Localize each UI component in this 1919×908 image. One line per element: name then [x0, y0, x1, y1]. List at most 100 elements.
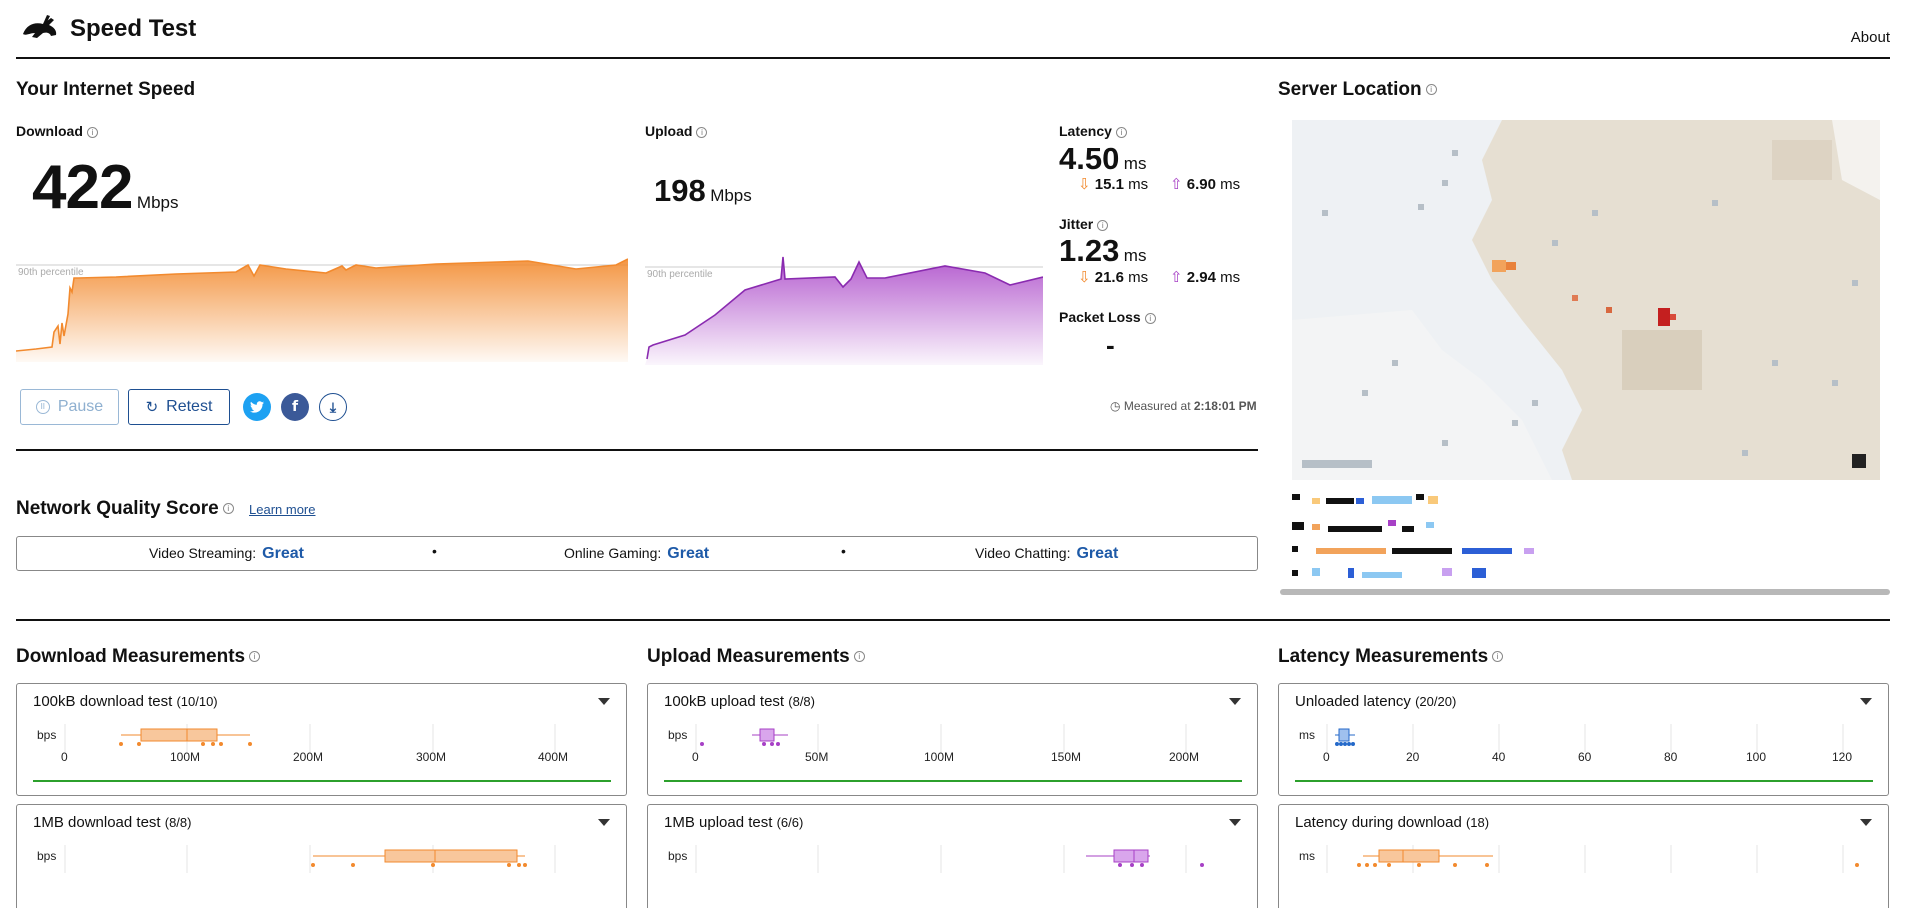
status-line: [1295, 780, 1873, 782]
about-link[interactable]: About: [1850, 29, 1890, 46]
packet-loss-label: Packet Loss i: [1059, 309, 1156, 325]
map-graphic: [1292, 120, 1880, 480]
pause-icon: II: [35, 400, 50, 414]
info-icon[interactable]: i: [86, 126, 98, 138]
jitter-label-text: Jitter: [1059, 216, 1094, 232]
tick-label: 300M: [416, 750, 447, 764]
info-icon[interactable]: i: [1492, 651, 1504, 663]
download-measurements-title: Download Measurements i: [16, 646, 261, 668]
card-count: (20/20): [1415, 694, 1457, 709]
measurement-card-download-100kb[interactable]: 100kB download test (10/10) bps 0 100M 2…: [16, 683, 627, 796]
chevron-down-icon[interactable]: [1229, 698, 1241, 705]
upload-measurements-title: Upload Measurements i: [647, 646, 865, 668]
tick-label: 0: [692, 750, 699, 764]
measured-at: ◷ Measured at 2:18:01 PM: [1110, 399, 1257, 413]
facebook-share-button[interactable]: f: [281, 393, 309, 421]
clock-icon: ◷: [1110, 399, 1121, 413]
download-unit: Mbps: [136, 193, 179, 212]
boxplot-chart: [64, 724, 556, 752]
chevron-down-icon[interactable]: [598, 819, 610, 826]
measurement-card-upload-1mb[interactable]: 1MB upload test (6/6) bps: [647, 804, 1258, 908]
download-arrow-icon: ⇩: [1078, 269, 1091, 286]
latency-label-text: Latency: [1059, 123, 1112, 139]
info-icon[interactable]: i: [222, 503, 234, 515]
info-icon[interactable]: i: [1144, 312, 1156, 324]
quality-label: Online Gaming:: [564, 545, 662, 561]
tick-label: 120: [1832, 750, 1853, 764]
card-count: (8/8): [164, 815, 192, 830]
measurement-card-title: 1MB upload test (6/6): [664, 814, 803, 831]
download-label: Download i: [16, 123, 98, 139]
map-scrollbar[interactable]: [1280, 589, 1890, 595]
map-legend-graphic: [1292, 494, 1534, 578]
packet-loss-value: -: [1106, 330, 1115, 360]
info-icon[interactable]: i: [1097, 219, 1109, 231]
download-speed-chart: 90th percentile: [16, 258, 628, 362]
rabbit-logo-icon[interactable]: [21, 14, 59, 40]
chevron-down-icon[interactable]: [1860, 698, 1872, 705]
card-count: (8/8): [788, 694, 815, 709]
tick-label: 200M: [1169, 750, 1200, 764]
download-measurements-title-text: Download Measurements: [16, 646, 246, 667]
measured-at-time: 2:18:01 PM: [1193, 399, 1257, 413]
tick-label: 20: [1406, 750, 1420, 764]
quality-value: Great: [262, 545, 304, 562]
upload-label: Upload i: [645, 123, 708, 139]
app-header: Speed Test About: [16, 0, 1890, 59]
retest-button[interactable]: ↻ Retest: [128, 389, 230, 425]
card-count: (6/6): [776, 815, 804, 830]
info-icon[interactable]: i: [696, 126, 708, 138]
info-icon[interactable]: i: [249, 651, 261, 663]
measurement-card-download-1mb[interactable]: 1MB download test (8/8) bps: [16, 804, 627, 908]
latency-download: ⇩ 15.1 ms: [1078, 175, 1148, 193]
axis-unit: bps: [37, 728, 57, 742]
card-name: Latency during download: [1295, 814, 1462, 831]
measurement-card-title: Unloaded latency (20/20): [1295, 693, 1456, 710]
chevron-down-icon[interactable]: [1229, 819, 1241, 826]
axis-unit: bps: [668, 728, 688, 742]
boxplot-chart: [695, 724, 1187, 752]
facebook-icon: f: [291, 399, 299, 415]
map-marker-secondary: [1492, 260, 1506, 272]
measurement-card-title: 1MB download test (8/8): [33, 814, 191, 831]
info-icon[interactable]: i: [1425, 84, 1437, 96]
download-label-text: Download: [16, 123, 83, 139]
map-attribution-square: [1852, 454, 1866, 468]
measurement-card-title: 100kB download test (10/10): [33, 693, 218, 710]
app-title: Speed Test: [70, 15, 197, 42]
tick-label: 60: [1578, 750, 1592, 764]
tick-label: 40: [1492, 750, 1506, 764]
measurement-card-upload-100kb[interactable]: 100kB upload test (8/8) bps 0 50M 100M 1…: [647, 683, 1258, 796]
card-name: Unloaded latency: [1295, 693, 1411, 710]
info-icon[interactable]: i: [1115, 126, 1127, 138]
chevron-down-icon[interactable]: [598, 698, 610, 705]
axis-unit: ms: [1299, 728, 1315, 742]
twitter-share-button[interactable]: [243, 393, 271, 421]
upload-value: 198 Mbps: [654, 173, 752, 209]
pause-button[interactable]: II Pause: [20, 389, 119, 425]
status-line: [33, 780, 611, 782]
tick-label: 0: [1323, 750, 1330, 764]
latency-unit: ms: [1123, 154, 1147, 173]
server-location-marker: [1658, 308, 1670, 326]
axis-unit: ms: [1299, 849, 1315, 863]
twitter-icon: [250, 401, 264, 413]
measurement-card-latency-during-download[interactable]: Latency during download (18) ms: [1278, 804, 1889, 908]
tick-label: 80: [1664, 750, 1678, 764]
download-results-button[interactable]: ⤓: [319, 393, 347, 421]
measurement-card-unloaded-latency[interactable]: Unloaded latency (20/20) ms 0 20 40 60 8…: [1278, 683, 1889, 796]
status-line: [664, 780, 1242, 782]
boxplot-chart: [695, 845, 1204, 873]
server-location-map[interactable]: [1292, 120, 1880, 480]
download-area: [16, 259, 628, 362]
chevron-down-icon[interactable]: [1860, 819, 1872, 826]
tick-label: 100M: [924, 750, 955, 764]
refresh-icon: ↻: [145, 399, 159, 416]
learn-more-link[interactable]: Learn more: [249, 502, 316, 517]
quality-value: Great: [1076, 545, 1119, 562]
info-icon[interactable]: i: [853, 651, 865, 663]
tick-label: 100M: [170, 750, 201, 764]
measured-at-prefix: Measured at: [1123, 399, 1191, 413]
pause-button-label: Pause: [57, 398, 104, 415]
upload-label-text: Upload: [645, 123, 693, 139]
